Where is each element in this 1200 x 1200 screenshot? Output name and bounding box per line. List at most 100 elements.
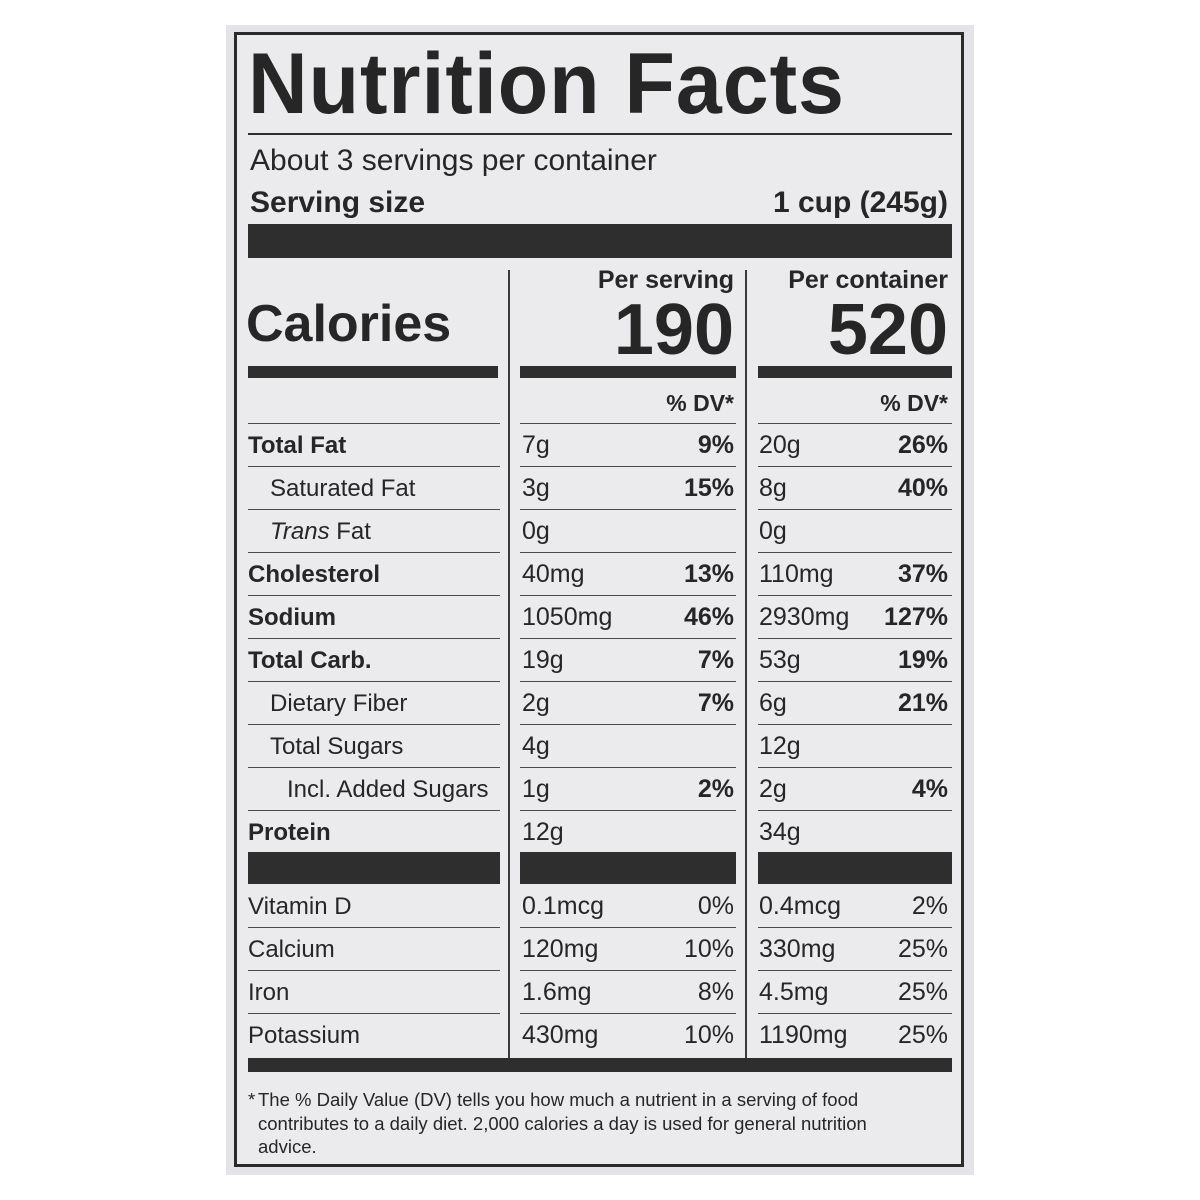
footnote-text: The % Daily Value (DV) tells you how muc…	[258, 1089, 867, 1157]
servings-per-container: About 3 servings per container	[250, 144, 657, 177]
title-rule	[248, 133, 952, 135]
label-title: Nutrition Facts	[248, 36, 845, 132]
nutrition-facts-panel	[234, 32, 964, 1167]
serving-amount: 19g	[522, 646, 564, 674]
nutrient-name: Dietary Fiber	[270, 690, 408, 717]
nutrient-name: Total Sugars	[270, 733, 404, 760]
thick-bar-mid-3	[758, 852, 952, 884]
container-dv: 21%	[897, 689, 948, 717]
serving-amount: 0.1mcg	[522, 892, 604, 920]
row-rule	[520, 1013, 736, 1014]
dv-footnote: * The % Daily Value (DV) tells you how m…	[248, 1088, 928, 1159]
row-rule	[758, 466, 952, 467]
nutrient-name: Saturated Fat	[270, 475, 416, 502]
thick-bar-top	[248, 224, 952, 258]
vitamin-row: Calcium 120mg 10% 330mg 25%	[0, 928, 1200, 971]
row-rule	[248, 595, 500, 596]
column-divider-1	[508, 270, 510, 1060]
row-rule	[758, 767, 952, 768]
serving-dv: 10%	[683, 935, 734, 963]
container-dv: 37%	[897, 560, 948, 588]
container-amount: 330mg	[759, 935, 836, 963]
serving-dv: 13%	[683, 560, 734, 588]
serving-amount: 7g	[522, 431, 550, 459]
row-rule	[758, 724, 952, 725]
serving-dv: 9%	[697, 431, 734, 459]
serving-size-value: 1 cup (245g)	[772, 186, 948, 219]
per-container-header: Per container	[788, 266, 948, 294]
nutrient-name-rest: Fat	[329, 518, 371, 545]
serving-amount: 0g	[522, 517, 550, 545]
row-rule	[758, 595, 952, 596]
nutrient-row: Dietary Fiber 2g 7% 6g 21%	[0, 682, 1200, 725]
container-dv: 19%	[897, 646, 948, 674]
serving-amount: 4g	[522, 732, 550, 760]
row-rule	[248, 810, 500, 811]
serving-amount: 120mg	[522, 935, 599, 963]
calories-bar-2	[520, 366, 736, 378]
row-rule	[758, 423, 952, 424]
nutrient-row: Trans Fat 0g 0g	[0, 510, 1200, 553]
container-dv: 25%	[897, 935, 948, 963]
nutrient-row: Total Carb. 19g 7% 53g 19%	[0, 639, 1200, 682]
container-amount: 20g	[759, 431, 801, 459]
container-dv: 40%	[897, 474, 948, 502]
vitamin-row: Iron 1.6mg 8% 4.5mg 25%	[0, 971, 1200, 1014]
row-rule	[248, 638, 500, 639]
row-rule	[758, 970, 952, 971]
row-rule	[248, 509, 500, 510]
serving-dv: 0%	[697, 892, 734, 920]
row-rule	[248, 724, 500, 725]
container-amount: 110mg	[759, 560, 834, 588]
row-rule	[248, 423, 500, 424]
serving-amount: 1050mg	[522, 603, 613, 631]
row-rule	[248, 970, 500, 971]
row-rule	[520, 927, 736, 928]
calories-per-container: 520	[827, 290, 948, 370]
serving-dv: 7%	[697, 689, 734, 717]
container-amount: 0g	[759, 517, 787, 545]
nutrient-name: Cholesterol	[248, 561, 381, 588]
row-rule	[248, 1013, 500, 1014]
vitamin-row: Potassium 430mg 10% 1190mg 25%	[0, 1014, 1200, 1057]
calories-per-serving: 190	[613, 290, 734, 370]
container-amount: 8g	[759, 474, 787, 502]
row-rule	[520, 466, 736, 467]
container-amount: 2g	[759, 775, 787, 803]
container-dv: 4%	[911, 775, 948, 803]
serving-amount: 40mg	[522, 560, 585, 588]
dv-header-container: % DV*	[880, 390, 948, 416]
container-dv: 25%	[897, 1021, 948, 1049]
row-rule	[758, 638, 952, 639]
container-dv: 26%	[897, 431, 948, 459]
row-rule	[520, 423, 736, 424]
row-rule	[248, 681, 500, 682]
row-rule	[758, 927, 952, 928]
row-rule	[248, 927, 500, 928]
calories-bar-1	[248, 366, 498, 378]
row-rule	[758, 681, 952, 682]
nutrient-name: Total Carb.	[248, 647, 372, 674]
serving-dv: 10%	[683, 1021, 734, 1049]
calories-label: Calories	[246, 295, 452, 353]
row-rule	[520, 638, 736, 639]
container-dv: 127%	[884, 603, 948, 631]
serving-amount: 1g	[522, 775, 550, 803]
serving-dv: 15%	[683, 474, 734, 502]
container-amount: 0.4mcg	[759, 892, 841, 920]
row-rule	[248, 466, 500, 467]
row-rule	[520, 767, 736, 768]
nutrient-name: Trans Fat	[270, 510, 371, 553]
nutrient-row: Total Fat 7g 9% 20g 26%	[0, 424, 1200, 467]
thick-bar-bottom	[248, 1058, 952, 1072]
nutrient-row: Cholesterol 40mg 13% 110mg 37%	[0, 553, 1200, 596]
row-rule	[758, 810, 952, 811]
nutrient-name: Sodium	[248, 604, 336, 631]
row-rule	[520, 681, 736, 682]
nutrient-name: Total Fat	[248, 432, 347, 459]
serving-dv: 2%	[697, 775, 734, 803]
nutrient-name: Protein	[248, 819, 331, 846]
row-rule	[520, 970, 736, 971]
row-rule	[520, 552, 736, 553]
serving-size-label: Serving size	[250, 186, 426, 219]
